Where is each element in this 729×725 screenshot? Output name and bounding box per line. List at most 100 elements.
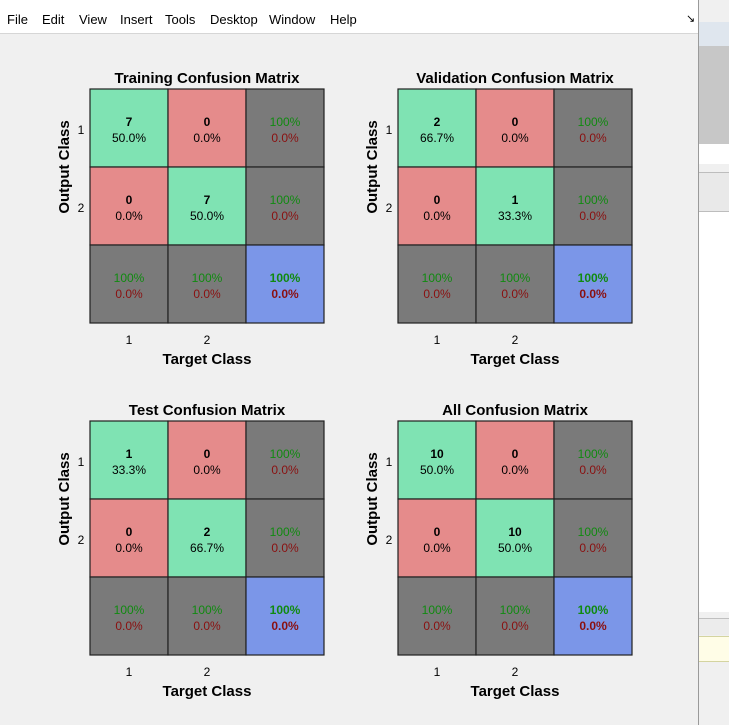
- menu-window[interactable]: Window: [269, 12, 316, 27]
- matrix-cell-0-0: [89, 420, 169, 500]
- row-summary-error: 0.0%: [579, 209, 607, 223]
- cell-count: 0: [512, 115, 519, 129]
- matrix-cell-1-0: [397, 498, 477, 578]
- matrix-cell-0-2: [553, 420, 633, 500]
- cell-percent: 0.0%: [193, 131, 221, 145]
- x-tick-label: 1: [126, 665, 133, 679]
- cell-percent: 0.0%: [193, 463, 221, 477]
- confusion-matrix-1: Training Confusion Matrix 7 50.0% 0 0.0% 100%…: [56, 70, 325, 368]
- menu-edit[interactable]: Edit: [42, 12, 65, 27]
- menu-view[interactable]: View: [79, 12, 107, 27]
- column-summary-correct: 100%: [422, 271, 453, 285]
- cell-count: 0: [434, 193, 441, 207]
- y-tick-label: 1: [78, 455, 85, 469]
- column-summary-error: 0.0%: [193, 287, 221, 301]
- matrix-cell-1-2: [245, 498, 325, 578]
- cell-percent: 0.0%: [115, 541, 143, 555]
- menu-desktop[interactable]: Desktop: [210, 12, 258, 27]
- row-summary-correct: 100%: [270, 115, 301, 129]
- row-summary-correct: 100%: [578, 447, 609, 461]
- y-tick-label: 1: [78, 123, 85, 137]
- matrix-cell-2-0: [89, 576, 169, 656]
- row-summary-correct: 100%: [578, 115, 609, 129]
- cell-percent: 50.0%: [190, 209, 224, 223]
- overall-accuracy: 100%: [270, 271, 301, 285]
- column-summary-error: 0.0%: [115, 287, 143, 301]
- cell-count: 0: [126, 525, 133, 539]
- matrix-cell-2-0: [397, 244, 477, 324]
- overall-error: 0.0%: [271, 287, 299, 301]
- matrix-cell-0-1: [475, 88, 555, 168]
- y-tick-label: 1: [386, 123, 393, 137]
- matrix-cell-2-2: [245, 576, 325, 656]
- y-tick-label: 2: [78, 533, 85, 547]
- x-tick-label: 2: [512, 665, 519, 679]
- menubar-arrow-icon[interactable]: ↘: [686, 13, 696, 25]
- column-summary-error: 0.0%: [423, 619, 451, 633]
- row-summary-correct: 100%: [578, 525, 609, 539]
- column-summary-error: 0.0%: [193, 619, 221, 633]
- cell-percent: 33.3%: [498, 209, 532, 223]
- y-tick-label: 2: [78, 201, 85, 215]
- y-axis-label: Output Class: [364, 452, 381, 545]
- matrix-cell-1-2: [553, 498, 633, 578]
- cell-count: 7: [204, 193, 211, 207]
- column-summary-correct: 100%: [114, 603, 145, 617]
- background-toolbar: [699, 22, 729, 46]
- x-axis-label: Target Class: [471, 351, 560, 368]
- matrix-cell-0-2: [553, 88, 633, 168]
- cell-count: 2: [434, 115, 441, 129]
- row-summary-error: 0.0%: [271, 131, 299, 145]
- cell-count: 2: [204, 525, 211, 539]
- column-summary-correct: 100%: [500, 603, 531, 617]
- cell-percent: 0.0%: [501, 463, 529, 477]
- matrix-cell-2-2: [553, 244, 633, 324]
- cell-percent: 0.0%: [423, 209, 451, 223]
- matrix-cell-2-2: [553, 576, 633, 656]
- matrix-cell-2-1: [167, 244, 247, 324]
- menu-bar: File Edit View Insert Tools Desktop Wind…: [0, 0, 698, 34]
- y-tick-label: 1: [386, 455, 393, 469]
- matrix-cell-0-2: [245, 88, 325, 168]
- menu-tools[interactable]: Tools: [165, 12, 196, 27]
- row-summary-error: 0.0%: [579, 463, 607, 477]
- overall-accuracy: 100%: [578, 603, 609, 617]
- background-field: [699, 144, 729, 164]
- cell-count: 7: [126, 115, 133, 129]
- menu-file[interactable]: File: [7, 12, 28, 27]
- cell-percent: 66.7%: [190, 541, 224, 555]
- confusion-matrix-2: Validation Confusion Matrix266.7%00.0%10…: [364, 70, 633, 368]
- matrix-cell-0-1: [167, 420, 247, 500]
- column-summary-correct: 100%: [114, 271, 145, 285]
- y-axis-label: Output Class: [364, 120, 381, 213]
- cell-percent: 33.3%: [112, 463, 146, 477]
- x-tick-label: 2: [204, 333, 211, 347]
- y-axis-label: Output Class: [56, 452, 73, 545]
- confusion-matrix-3: Test Confusion Matrix 1 33.3% 0 0.0% 100% 0.0%…: [56, 402, 325, 700]
- overall-accuracy: 100%: [270, 603, 301, 617]
- menu-insert[interactable]: Insert: [120, 12, 153, 27]
- x-axis-label: Target Class: [163, 351, 252, 368]
- x-tick-label: 2: [512, 333, 519, 347]
- row-summary-correct: 100%: [270, 525, 301, 539]
- x-axis-label: Target Class: [471, 683, 560, 700]
- matrix-title: All Confusion Matrix: [442, 402, 588, 419]
- matrix-cell-0-0: [397, 88, 477, 168]
- cell-percent: 0.0%: [423, 541, 451, 555]
- column-summary-correct: 100%: [500, 271, 531, 285]
- overall-error: 0.0%: [271, 619, 299, 633]
- cell-count: 10: [508, 525, 522, 539]
- cell-percent: 0.0%: [501, 131, 529, 145]
- row-summary-error: 0.0%: [271, 209, 299, 223]
- y-tick-label: 2: [386, 533, 393, 547]
- row-summary-error: 0.0%: [271, 541, 299, 555]
- cell-count: 0: [204, 115, 211, 129]
- cell-percent: 50.0%: [420, 463, 454, 477]
- matrix-cell-0-0: [89, 88, 169, 168]
- matrix-cell-1-1: [475, 166, 555, 246]
- menu-help[interactable]: Help: [330, 12, 357, 27]
- x-tick-label: 2: [204, 665, 211, 679]
- matrix-cell-1-0: [397, 166, 477, 246]
- cell-count: 10: [430, 447, 444, 461]
- cell-count: 0: [512, 447, 519, 461]
